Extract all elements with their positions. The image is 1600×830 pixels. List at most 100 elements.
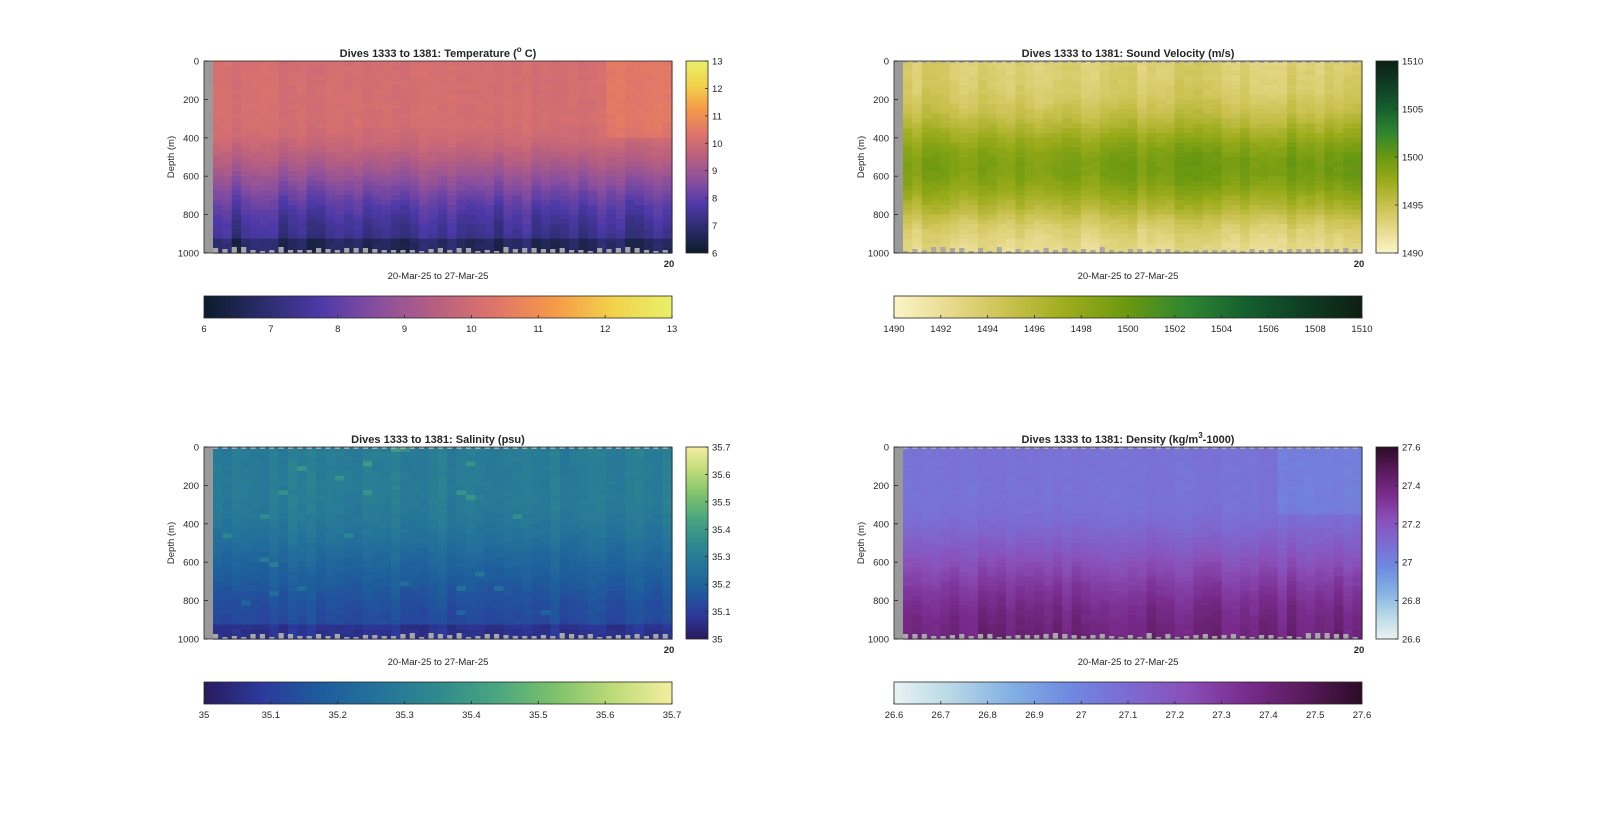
heatmap-cell xyxy=(494,171,504,177)
heatmap-cell xyxy=(344,547,355,554)
heatmap-cell xyxy=(559,128,570,134)
no-data-cell xyxy=(578,250,584,253)
heatmap-cell xyxy=(531,94,542,100)
heatmap-cell xyxy=(381,171,392,177)
heatmap-cell xyxy=(316,480,327,486)
heatmap-cell xyxy=(1174,171,1185,177)
heatmap-cell xyxy=(1230,224,1241,230)
heatmap-cell xyxy=(362,591,373,597)
heatmap-cell xyxy=(372,605,383,611)
heatmap-cell xyxy=(334,499,345,506)
no-data-strip xyxy=(894,61,903,253)
heatmap-cell xyxy=(1202,123,1213,129)
heatmap-cell xyxy=(259,514,270,520)
heatmap-cell xyxy=(959,65,970,72)
heatmap-cell xyxy=(987,104,998,110)
heatmap-cell xyxy=(949,195,960,201)
heatmap-cell xyxy=(1174,65,1185,72)
heatmap-cell xyxy=(1343,123,1354,129)
heatmap-cell xyxy=(1052,171,1063,177)
heatmap-cell xyxy=(269,137,280,144)
heatmap-cell xyxy=(531,238,542,244)
heatmap-cell xyxy=(1240,104,1251,110)
heatmap-cell xyxy=(912,166,923,172)
heatmap-cell xyxy=(222,567,233,573)
heatmap-cell xyxy=(1268,85,1279,91)
heatmap-cell xyxy=(447,233,458,240)
heatmap-cell xyxy=(1230,65,1241,72)
heatmap-cell xyxy=(297,543,308,549)
heatmap-cell xyxy=(1109,113,1120,120)
heatmap-cell xyxy=(977,61,988,67)
heatmap-cell xyxy=(1352,166,1363,172)
heatmap-cell xyxy=(522,65,533,72)
heatmap-cell xyxy=(372,94,383,100)
heatmap-cell xyxy=(1305,176,1316,182)
heatmap-cell xyxy=(615,142,626,148)
heatmap-cell xyxy=(231,509,242,515)
heatmap-cell xyxy=(334,224,345,230)
heatmap-cell xyxy=(597,85,608,91)
heatmap-cell xyxy=(447,224,458,230)
heatmap-cell xyxy=(931,85,942,91)
heatmap-cell xyxy=(316,562,327,568)
heatmap-cell xyxy=(959,137,970,144)
heatmap-cell xyxy=(1212,209,1223,216)
heatmap-cell xyxy=(503,161,514,168)
heatmap-cell xyxy=(1287,171,1298,177)
heatmap-cell xyxy=(1249,80,1260,86)
heatmap-cell xyxy=(1221,142,1232,148)
heatmap-cell xyxy=(297,181,308,187)
heatmap-cell xyxy=(344,128,355,134)
heatmap-cell xyxy=(587,128,598,134)
heatmap-cell xyxy=(1249,128,1260,134)
heatmap-cell xyxy=(512,200,523,206)
colorbar-tick-label: 1490 xyxy=(1402,249,1423,260)
heatmap-cell xyxy=(287,591,298,597)
heatmap-cell xyxy=(996,176,1007,182)
heatmap-cell xyxy=(409,243,420,249)
heatmap-cell xyxy=(381,485,392,491)
heatmap-cell xyxy=(1099,133,1110,139)
heatmap-cell xyxy=(1146,171,1157,177)
heatmap-cell xyxy=(568,214,579,220)
heatmap-cell xyxy=(1062,128,1073,134)
heatmap-cell xyxy=(250,161,261,168)
heatmap-cell xyxy=(1333,94,1344,100)
heatmap-cell xyxy=(1118,75,1129,81)
heatmap-cell xyxy=(597,166,608,172)
no-data-cell xyxy=(334,250,340,253)
heatmap-cell xyxy=(1034,109,1045,115)
title-text: Dives 1333 to 1381: Sound Velocity (m/s) xyxy=(1022,48,1235,60)
heatmap-cell xyxy=(1137,243,1148,249)
heatmap-cell xyxy=(494,61,504,67)
heatmap-cell xyxy=(550,133,561,139)
heatmap-cell xyxy=(512,75,523,81)
heatmap-cell xyxy=(259,485,270,491)
heatmap-cell xyxy=(269,128,280,134)
heatmap-cell xyxy=(653,118,664,124)
heatmap-cell xyxy=(306,181,317,187)
heatmap-cell xyxy=(409,99,420,105)
no-data-cell xyxy=(968,251,974,253)
heatmap-cell xyxy=(662,214,673,220)
heatmap-cell xyxy=(1184,166,1194,172)
heatmap-cell xyxy=(568,200,579,206)
heatmap-cell xyxy=(325,471,336,477)
heatmap-cell xyxy=(1034,238,1045,244)
heatmap-cell xyxy=(1202,75,1213,81)
heatmap-cell xyxy=(297,99,308,105)
heatmap-cell xyxy=(213,94,223,100)
heatmap-cell xyxy=(1343,176,1354,182)
heatmap-cell xyxy=(1062,104,1073,110)
heatmap-cell xyxy=(1137,195,1148,201)
heatmap-cell xyxy=(1202,109,1213,115)
heatmap-cell xyxy=(987,113,998,120)
heatmap-cell xyxy=(1080,147,1091,153)
heatmap-cell xyxy=(250,557,261,563)
heatmap-cell xyxy=(1305,209,1316,216)
no-data-cell xyxy=(912,249,918,253)
heatmap-cell xyxy=(597,171,608,177)
heatmap-cell xyxy=(1305,171,1316,177)
heatmap-cell xyxy=(334,576,345,582)
